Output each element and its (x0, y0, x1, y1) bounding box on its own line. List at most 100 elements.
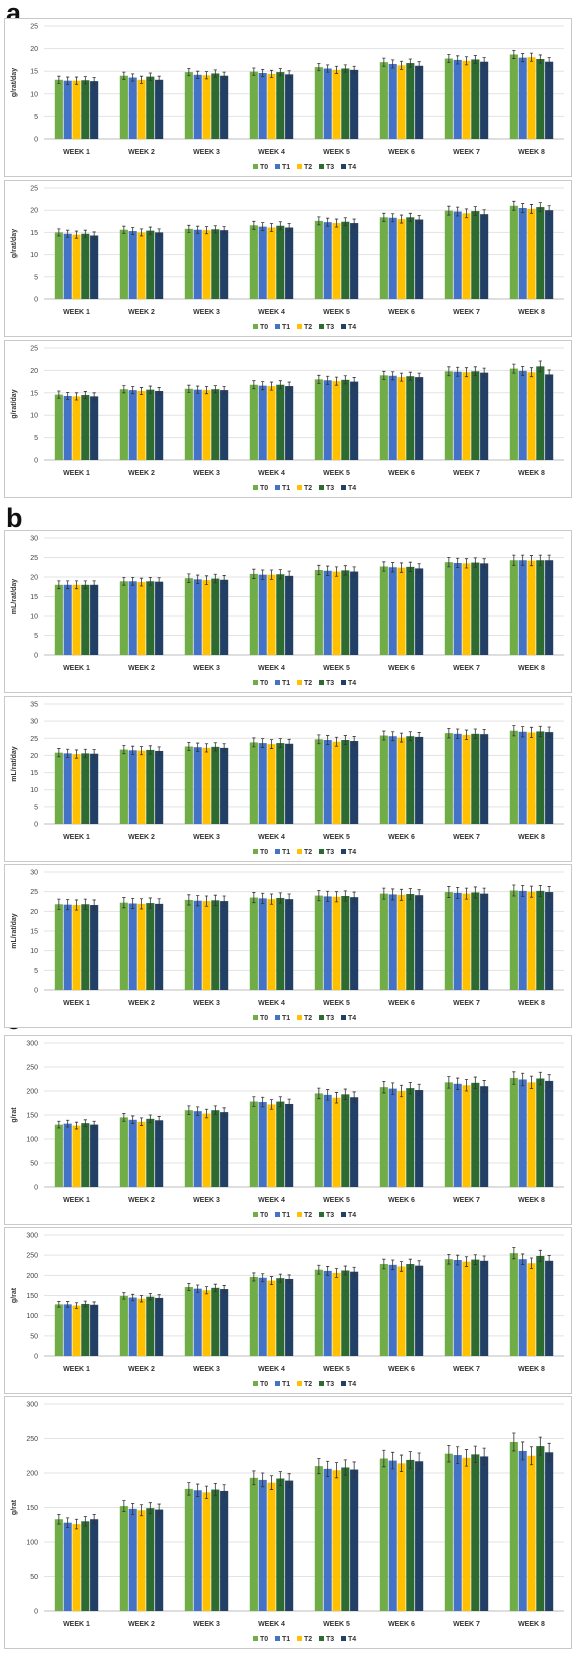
bar-t0 (379, 375, 388, 460)
y-tick-label: 5 (34, 804, 38, 811)
bar-t3 (146, 1508, 155, 1611)
bar-t3 (341, 221, 350, 299)
legend-label-t1: T1 (282, 1636, 290, 1643)
error-bar (473, 728, 477, 740)
error-bar (391, 59, 395, 69)
error-bar (382, 561, 386, 572)
bar-t1 (453, 371, 462, 460)
bar-t1 (518, 731, 527, 824)
legend-swatch-t3 (319, 1015, 324, 1020)
bar-t1 (258, 1479, 267, 1611)
error-bar (399, 1454, 404, 1473)
bar-t1 (63, 584, 72, 655)
error-bar (326, 64, 330, 73)
bar-t3 (341, 740, 350, 824)
legend-label-t0: T0 (260, 1212, 268, 1219)
x-tick-label: WEEK 5 (323, 665, 350, 672)
bar-t2 (332, 741, 341, 824)
legend-swatch-t3 (319, 1381, 324, 1386)
bar-t0 (54, 584, 63, 655)
error-bar (399, 372, 404, 382)
error-bar (57, 1120, 61, 1129)
bar-t3 (146, 749, 155, 824)
error-bar (521, 726, 525, 738)
bar-t2 (527, 372, 536, 460)
y-tick-label: 15 (30, 929, 38, 936)
error-bar (417, 732, 421, 742)
bar-t4 (220, 390, 229, 460)
bar-t1 (63, 904, 72, 990)
error-bar (473, 366, 477, 377)
y-tick-label: 10 (30, 91, 38, 98)
bar-t1 (453, 562, 462, 655)
bar-t1 (388, 567, 397, 655)
error-bar (547, 554, 551, 566)
bar-t4 (155, 581, 164, 655)
bar-t4 (545, 560, 554, 655)
legend-swatch-t2 (297, 1381, 302, 1386)
error-bar (196, 574, 200, 585)
error-bar (157, 75, 161, 84)
bar-t0 (379, 893, 388, 990)
legend-label-t1: T1 (282, 1212, 290, 1219)
bar-t3 (146, 1118, 155, 1187)
x-tick-label: WEEK 2 (128, 149, 155, 156)
error-bar (261, 1273, 265, 1283)
error-bar (122, 897, 126, 909)
bar-t1 (128, 1119, 137, 1187)
bar-t0 (509, 205, 518, 299)
error-bar (382, 57, 386, 67)
error-bar (139, 1117, 144, 1126)
bar-t2 (267, 1104, 276, 1187)
legend-swatch-t4 (341, 1636, 346, 1641)
error-bar (538, 1436, 542, 1456)
x-tick-label: WEEK 7 (453, 665, 480, 672)
error-bar (222, 1484, 226, 1498)
error-bar (261, 68, 265, 78)
error-bar (92, 77, 96, 86)
error-bar (139, 228, 144, 237)
error-bar (83, 898, 87, 910)
error-bar (74, 392, 79, 401)
bar-t0 (509, 730, 518, 824)
error-bar (204, 1485, 209, 1499)
error-bar (408, 371, 412, 381)
y-tick-label: 250 (26, 1436, 38, 1443)
bar-t3 (276, 574, 285, 655)
error-bar (196, 1284, 200, 1293)
bar-t0 (119, 75, 128, 139)
error-bar (122, 71, 126, 80)
bar-t4 (220, 901, 229, 990)
error-bar (473, 1445, 477, 1464)
y-tick-label: 0 (34, 1609, 38, 1616)
x-tick-label: WEEK 4 (258, 665, 285, 672)
error-bar (269, 223, 274, 232)
error-bar (464, 56, 469, 66)
bar-t4 (415, 1461, 424, 1611)
legend-swatch-t3 (319, 849, 324, 854)
x-tick-label: WEEK 1 (63, 665, 90, 672)
bar-t3 (276, 897, 285, 990)
bar-t2 (137, 582, 146, 655)
error-bar (529, 1257, 534, 1269)
legend-swatch-t4 (341, 324, 346, 329)
bar-t1 (193, 74, 202, 139)
legend-label-t3: T3 (326, 1381, 334, 1388)
error-bar (213, 573, 217, 584)
x-tick-label: WEEK 5 (323, 1000, 350, 1007)
legend-label-t1: T1 (282, 849, 290, 856)
bar-t4 (155, 903, 164, 990)
x-tick-label: WEEK 4 (258, 834, 285, 841)
x-tick-label: WEEK 1 (63, 834, 90, 841)
y-tick-label: 0 (34, 653, 38, 660)
error-bar (122, 576, 126, 586)
error-bar (131, 1502, 135, 1515)
bar-t3 (146, 1296, 155, 1356)
bar-t2 (397, 567, 406, 655)
bar-t4 (155, 1120, 164, 1187)
legend-swatch-t4 (341, 1212, 346, 1217)
legend-swatch-t0 (253, 1015, 258, 1020)
error-bar (334, 891, 339, 903)
error-bar (252, 568, 256, 579)
bar-t2 (137, 79, 146, 139)
